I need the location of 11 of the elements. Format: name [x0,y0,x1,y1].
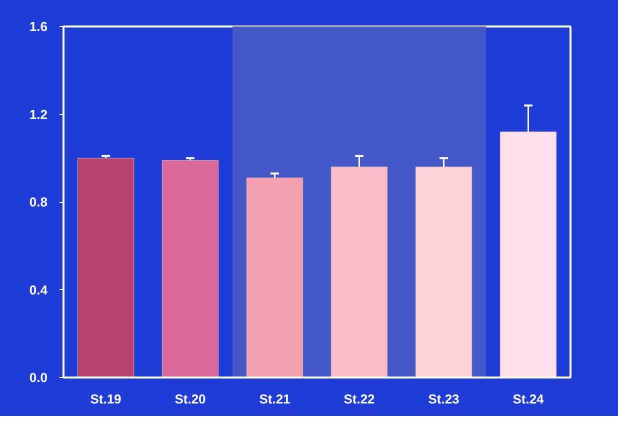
y-tick-label: 1.2 [29,106,48,122]
x-tick-label: St.19 [90,392,122,406]
x-tick-label: St.21 [259,392,290,406]
x-tick-label: St.22 [344,392,375,406]
y-tick-label: 0.8 [29,194,48,210]
x-tick-label: St.20 [174,392,206,406]
x-tick-label: St.24 [512,392,545,406]
y-tick-label: 0.4 [29,282,48,298]
y-tick-label: 1.6 [29,19,48,34]
x-tick-label: St.23 [428,392,460,406]
y-tick-label: 0.0 [29,370,48,385]
